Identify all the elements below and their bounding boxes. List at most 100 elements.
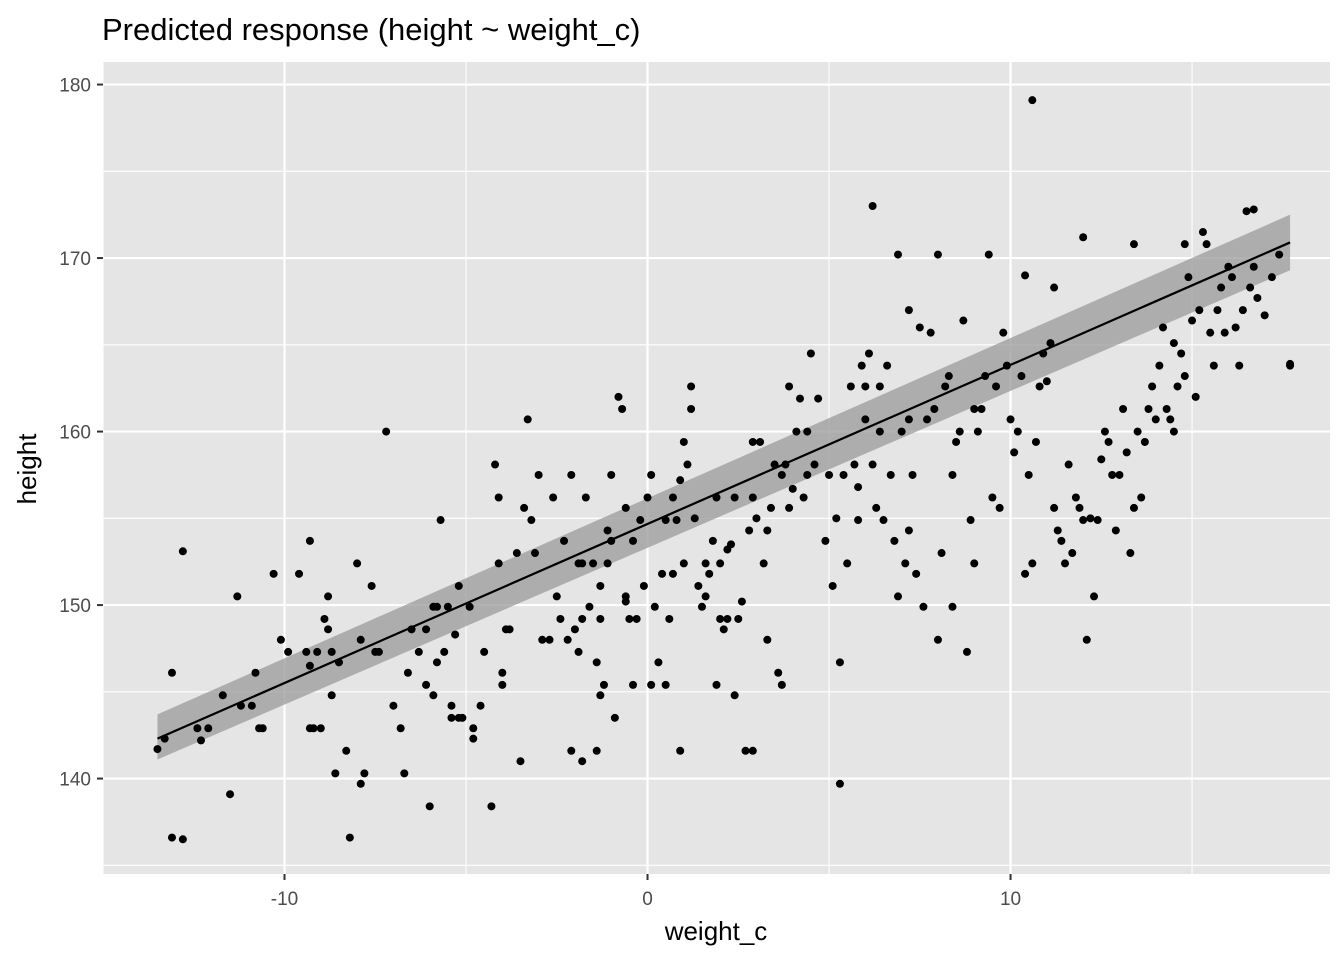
fit-line — [157, 241, 1291, 740]
data-point — [875, 382, 884, 391]
data-point — [458, 713, 467, 722]
data-point — [389, 701, 398, 710]
data-point — [970, 559, 979, 568]
data-point — [516, 757, 525, 766]
data-point — [926, 328, 935, 337]
data-point — [629, 536, 638, 545]
data-point — [276, 635, 285, 644]
data-point — [748, 746, 757, 755]
data-point — [1060, 559, 1069, 568]
data-point — [962, 647, 971, 656]
data-point — [1162, 405, 1171, 414]
data-point — [941, 382, 950, 391]
data-point — [955, 427, 964, 436]
data-point — [1108, 470, 1117, 479]
data-point — [1180, 240, 1189, 249]
x-tick-label: 10 — [1000, 889, 1021, 910]
data-point — [305, 536, 314, 545]
data-point — [1180, 372, 1189, 381]
data-point — [570, 625, 579, 634]
data-point — [396, 724, 405, 733]
data-point — [647, 680, 656, 689]
data-point — [741, 746, 750, 755]
x-tick-label: -10 — [271, 889, 298, 910]
data-point — [665, 614, 674, 623]
data-point — [1079, 516, 1088, 525]
data-point — [432, 658, 441, 667]
data-point — [284, 647, 293, 656]
data-point — [727, 540, 736, 549]
data-point — [1267, 273, 1276, 282]
data-point — [1198, 228, 1207, 237]
data-point — [803, 427, 812, 436]
data-point — [1253, 293, 1262, 302]
data-point — [737, 597, 746, 606]
data-point — [454, 581, 463, 590]
data-point — [1286, 359, 1295, 368]
y-tick-label: 180 — [59, 76, 91, 97]
data-point — [861, 382, 870, 391]
data-point — [1169, 427, 1178, 436]
data-point — [886, 470, 895, 479]
data-point — [505, 625, 514, 634]
data-point — [647, 470, 656, 479]
data-point — [1090, 592, 1099, 601]
data-point — [204, 724, 213, 733]
data-point — [777, 470, 786, 479]
x-axis-title: weight_c — [664, 916, 768, 946]
data-point — [1227, 273, 1236, 282]
data-point — [498, 668, 507, 677]
data-point — [512, 549, 521, 558]
data-point — [668, 493, 677, 502]
data-point — [795, 394, 804, 403]
data-point — [814, 394, 823, 403]
data-point — [153, 745, 162, 754]
data-point — [1126, 549, 1135, 558]
data-point — [324, 625, 333, 634]
data-point — [443, 602, 452, 611]
data-point — [596, 691, 605, 700]
data-point — [839, 470, 848, 479]
data-point — [883, 361, 892, 370]
data-point — [1024, 470, 1033, 479]
data-point — [552, 592, 561, 601]
data-point — [618, 405, 627, 414]
data-point — [679, 437, 688, 446]
y-tick-label: 140 — [59, 770, 91, 791]
data-point — [578, 559, 587, 568]
data-point — [1220, 328, 1229, 337]
data-point — [491, 460, 500, 469]
data-point — [933, 250, 942, 259]
y-axis-title: height — [12, 433, 42, 505]
data-point — [1050, 283, 1059, 292]
data-point — [436, 516, 445, 525]
data-point — [1100, 427, 1109, 436]
data-point — [382, 427, 391, 436]
data-point — [897, 427, 906, 436]
data-point — [1217, 283, 1226, 292]
data-point — [785, 382, 794, 391]
data-point — [367, 581, 376, 590]
data-point — [447, 713, 456, 722]
data-point — [763, 635, 772, 644]
data-point — [766, 503, 775, 512]
data-point — [258, 724, 267, 733]
data-point — [610, 713, 619, 722]
data-point — [563, 635, 572, 644]
data-point — [730, 691, 739, 700]
data-point — [948, 470, 957, 479]
data-point — [414, 647, 423, 656]
data-point — [694, 581, 703, 590]
data-point — [1104, 437, 1113, 446]
y-axis-ticks: 140 150 160 170 180 — [59, 76, 103, 791]
data-point — [1166, 415, 1175, 424]
data-point — [567, 746, 576, 755]
data-point — [748, 437, 757, 446]
data-point — [498, 680, 507, 689]
data-point — [429, 691, 438, 700]
data-point — [683, 460, 692, 469]
data-point — [1050, 503, 1059, 512]
data-point — [843, 559, 852, 568]
data-point — [1031, 437, 1040, 446]
